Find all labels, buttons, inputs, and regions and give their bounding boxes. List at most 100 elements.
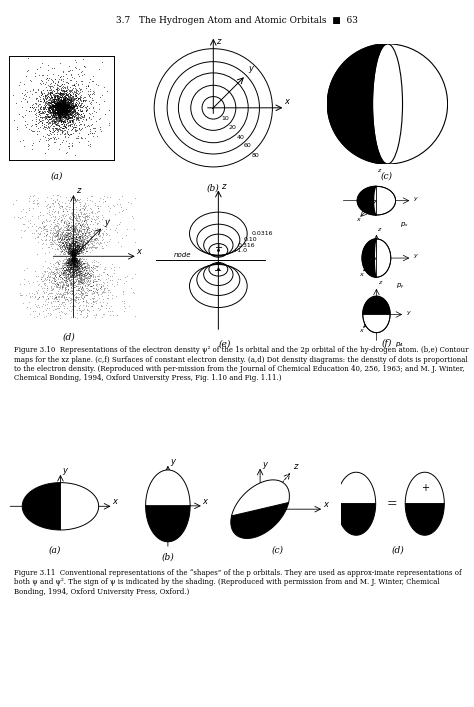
Point	[90, 273, 98, 284]
Point	[70, 250, 77, 261]
Point	[61, 253, 69, 264]
Point	[76, 244, 84, 255]
Point	[93, 237, 101, 248]
Point	[57, 106, 64, 117]
Point	[54, 228, 61, 240]
Point	[52, 101, 60, 112]
Point	[66, 271, 73, 282]
Point	[59, 266, 66, 277]
Point	[59, 105, 67, 116]
Point	[18, 290, 25, 301]
Point	[60, 102, 67, 113]
Point	[58, 96, 66, 107]
Point	[55, 112, 63, 124]
Point	[65, 107, 73, 118]
Point	[60, 221, 67, 233]
Point	[113, 309, 121, 320]
Point	[47, 211, 55, 223]
Point	[64, 233, 72, 245]
Text: (b): (b)	[162, 553, 174, 562]
Point	[44, 271, 51, 282]
Point	[58, 102, 65, 113]
Point	[56, 312, 64, 324]
Point	[45, 97, 53, 108]
Point	[55, 93, 63, 104]
Point	[36, 95, 44, 107]
Point	[64, 224, 72, 235]
Point	[70, 282, 78, 293]
Point	[72, 102, 80, 113]
Point	[69, 243, 77, 254]
Point	[61, 108, 69, 119]
Point	[70, 250, 77, 261]
Point	[56, 201, 64, 212]
Point	[73, 247, 80, 259]
Point	[65, 263, 73, 274]
Point	[85, 269, 93, 280]
Point	[74, 255, 82, 266]
Point	[70, 251, 78, 262]
Point	[37, 274, 45, 285]
Point	[76, 240, 83, 252]
Point	[97, 281, 105, 293]
Point	[64, 106, 72, 117]
Point	[54, 103, 62, 115]
Point	[71, 267, 78, 278]
Point	[58, 100, 66, 112]
Point	[64, 103, 71, 115]
Point	[72, 263, 80, 274]
Point	[65, 247, 73, 259]
Point	[75, 245, 82, 257]
Point	[60, 105, 68, 116]
Point	[70, 250, 77, 262]
Point	[67, 265, 74, 276]
Point	[86, 246, 93, 257]
Point	[54, 98, 62, 110]
Point	[82, 311, 90, 322]
Point	[59, 104, 67, 115]
Point	[84, 81, 92, 92]
Point	[32, 113, 39, 124]
Point	[70, 252, 77, 264]
Point	[69, 263, 77, 274]
Point	[57, 101, 65, 112]
Point	[64, 257, 71, 269]
Point	[72, 122, 79, 133]
Point	[85, 223, 92, 234]
Point	[70, 247, 77, 259]
Point	[75, 249, 82, 260]
Point	[70, 257, 77, 268]
Point	[80, 242, 87, 253]
Point	[84, 236, 91, 247]
Point	[55, 102, 63, 113]
Point	[71, 105, 78, 116]
Point	[58, 94, 65, 105]
Point	[69, 257, 76, 269]
Point	[68, 231, 76, 243]
Point	[58, 102, 65, 113]
Point	[67, 246, 75, 257]
Point	[57, 103, 65, 115]
Point	[67, 256, 75, 267]
Point	[60, 257, 67, 269]
Point	[68, 249, 75, 260]
Point	[85, 305, 93, 316]
Point	[79, 243, 87, 255]
Point	[70, 250, 78, 261]
Point	[59, 102, 66, 113]
Point	[97, 279, 105, 290]
Point	[55, 97, 62, 108]
Point	[78, 239, 86, 250]
Point	[56, 239, 64, 250]
Point	[70, 250, 78, 262]
Point	[72, 259, 79, 271]
Point	[70, 250, 77, 262]
Point	[71, 300, 78, 312]
Point	[73, 239, 81, 250]
Point	[74, 240, 82, 251]
Point	[79, 271, 86, 282]
Point	[62, 225, 70, 236]
Point	[56, 103, 64, 115]
Point	[67, 257, 75, 268]
Point	[71, 250, 79, 261]
